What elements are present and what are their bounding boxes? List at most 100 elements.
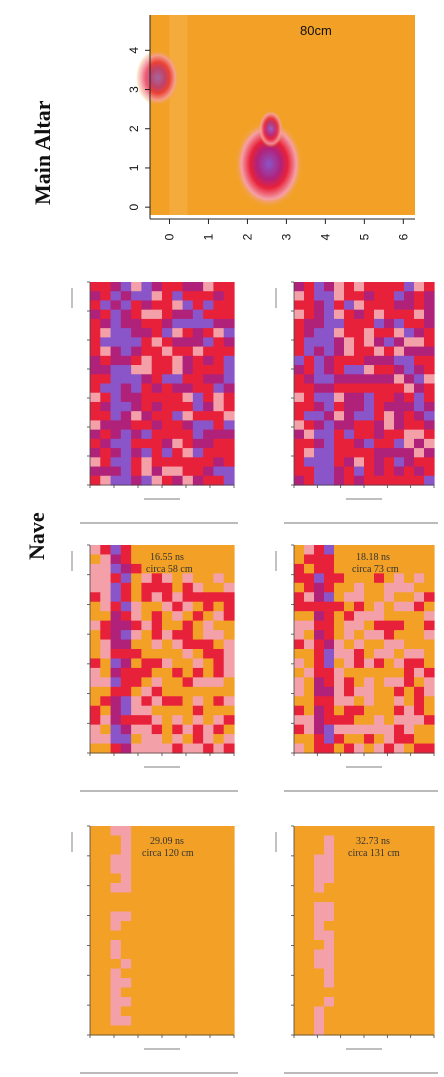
slice-cell (334, 475, 345, 486)
slice-cell (203, 466, 215, 477)
slice-cell (304, 475, 315, 486)
slice-cell (344, 355, 355, 366)
slice-cell (172, 835, 184, 846)
slice-cell (424, 554, 435, 565)
slice-cell (120, 902, 132, 913)
slice-cell (213, 892, 225, 903)
slice-cell (100, 873, 112, 884)
slice-cell (374, 845, 385, 856)
slice-cell (374, 392, 385, 403)
slice-cell (213, 649, 225, 660)
slice-cell (334, 318, 345, 329)
slice-cell (394, 959, 405, 970)
nave-slice-4-heatmap (275, 544, 438, 792)
slice-cell (304, 1016, 315, 1027)
slice-cell (314, 883, 325, 894)
slice-cell (294, 420, 305, 431)
slice-cell (100, 658, 112, 669)
slice-cell (182, 592, 194, 603)
slice-cell (100, 864, 112, 875)
slice-cell (304, 686, 315, 697)
nave-slice-5-caption-depth: circa 120 cm (142, 848, 194, 859)
slice-cell (141, 845, 153, 856)
slice-cell (110, 930, 122, 941)
slice-cell (384, 686, 395, 697)
slice-cell (120, 457, 132, 468)
slice-cell (120, 921, 132, 932)
slice-cell (334, 987, 345, 998)
slice-cell (151, 545, 163, 556)
nave-slice-5-panel (64, 816, 244, 1077)
slice-cell (304, 620, 315, 631)
slice-cell (192, 734, 204, 745)
slice-cell (141, 582, 153, 593)
slice-cell (414, 968, 425, 979)
slice-cell (374, 309, 385, 320)
slice-cell (294, 554, 305, 565)
slice-cell (314, 997, 325, 1008)
slice-cell (324, 658, 335, 669)
slice-cell (213, 826, 225, 837)
slice-cell (223, 667, 235, 678)
slice-cell (414, 337, 425, 348)
slice-cell (374, 592, 385, 603)
slice-cell (314, 420, 325, 431)
slice-cell (90, 940, 101, 951)
slice-cell (182, 392, 194, 403)
slice-cell (100, 611, 112, 622)
slice-cell (90, 545, 101, 556)
slice-cell (424, 328, 435, 338)
slice-cell (110, 686, 122, 697)
slice-cell (414, 563, 425, 574)
slice-cell (334, 959, 345, 970)
slice-cell (314, 411, 325, 422)
slice-cell (100, 845, 112, 856)
slice-cell (354, 649, 365, 660)
slice-cell (192, 667, 204, 678)
slice-cell (90, 573, 101, 584)
slice-cell (100, 997, 112, 1008)
slice-cell (304, 667, 315, 678)
slice-cell (213, 997, 225, 1008)
slice-cell (141, 978, 153, 989)
slice-cell (162, 573, 173, 584)
slice-cell (414, 365, 425, 375)
slice-cell (192, 658, 204, 669)
slice-cell (304, 300, 315, 311)
slice-cell (344, 1016, 355, 1027)
slice-cell (424, 667, 435, 678)
slice-cell (162, 940, 173, 951)
slice-cell (414, 940, 425, 951)
slice-cell (314, 686, 325, 697)
slice-cell (110, 987, 122, 998)
slice-cell (162, 883, 173, 894)
slice-cell (131, 705, 143, 716)
slice-cell (110, 429, 122, 440)
slice-cell (364, 355, 375, 366)
slice-cell (324, 968, 335, 979)
slice-cell (203, 573, 215, 584)
slice-cell (110, 892, 122, 903)
slice-cell (314, 475, 325, 486)
slice-cell (374, 978, 385, 989)
slice-cell (374, 696, 385, 707)
slice-cell (192, 392, 204, 403)
slice-cell (384, 438, 395, 449)
slice-cell (404, 563, 415, 574)
slice-cell (110, 978, 122, 989)
slice-cell (223, 1006, 235, 1017)
slice-cell (182, 1016, 194, 1027)
slice-cell (374, 873, 385, 884)
slice-cell (110, 337, 122, 348)
slice-cell (404, 392, 415, 403)
slice-cell (384, 639, 395, 650)
slice-cell (424, 337, 435, 348)
slice-cell (314, 365, 325, 375)
slice-cell (364, 911, 375, 922)
slice-cell (110, 291, 122, 302)
slice-cell (120, 734, 132, 745)
slice-cell (354, 930, 365, 941)
slice-cell (162, 845, 173, 856)
slice-cell (182, 1025, 194, 1036)
slice-cell (223, 309, 235, 320)
